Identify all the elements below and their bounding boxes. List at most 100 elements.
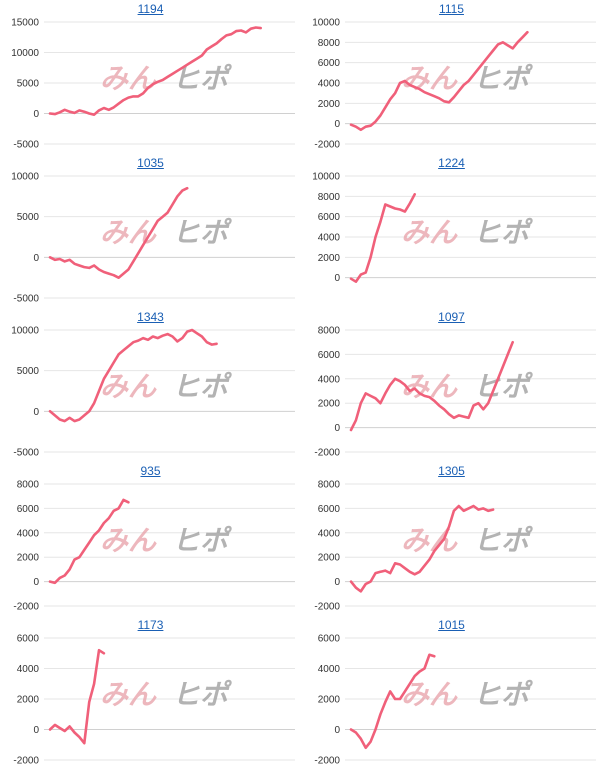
chart-title-link[interactable]: 1343 bbox=[137, 310, 164, 324]
svg-text:ヒポ: ヒポ bbox=[172, 62, 232, 95]
y-tick-label: 5000 bbox=[17, 79, 40, 90]
y-tick-label: 0 bbox=[33, 725, 39, 736]
chart-title-link[interactable]: 1305 bbox=[438, 464, 465, 478]
svg-text:みん: みん bbox=[100, 370, 157, 403]
y-tick-label: 10000 bbox=[312, 18, 340, 29]
y-tick-label: 0 bbox=[33, 109, 39, 120]
series-line bbox=[48, 26, 263, 116]
chart-title-link[interactable]: 1173 bbox=[137, 618, 164, 632]
series-line bbox=[48, 328, 218, 423]
y-tick-label: 0 bbox=[334, 273, 340, 284]
chart-title-link[interactable]: 1035 bbox=[137, 156, 164, 170]
y-tick-label: 6000 bbox=[17, 634, 40, 645]
y-tick-label: -2000 bbox=[314, 756, 340, 767]
y-tick-label: -2000 bbox=[13, 756, 39, 767]
chart-title-link[interactable]: 1224 bbox=[438, 156, 465, 170]
series-line bbox=[349, 192, 416, 283]
svg-text:ヒポ: ヒポ bbox=[473, 524, 533, 557]
watermark-logo: みん ヒポ bbox=[401, 216, 533, 249]
svg-text:ヒポ: ヒポ bbox=[473, 216, 533, 249]
y-tick-label: 4000 bbox=[318, 528, 341, 539]
series-line bbox=[48, 498, 130, 585]
y-tick-label: 0 bbox=[334, 577, 340, 588]
chart-panel: 1115 -2000 0 2000 4000 6000 8000 10000 みん ヒポ bbox=[301, 0, 602, 154]
y-tick-label: 0 bbox=[334, 423, 340, 434]
y-tick-label: 5000 bbox=[17, 366, 40, 377]
series-line bbox=[349, 653, 436, 750]
line-chart: -2000 0 2000 4000 6000 みん ヒポ bbox=[13, 634, 295, 767]
y-tick-label: 6000 bbox=[318, 212, 341, 223]
line-chart: -2000 0 2000 4000 6000 8000 10000 みん ヒポ bbox=[312, 18, 596, 151]
y-tick-label: 2000 bbox=[318, 399, 341, 410]
svg-text:みん: みん bbox=[401, 216, 458, 249]
watermark-logo: みん ヒポ bbox=[100, 678, 232, 711]
line-chart: -2000 0 2000 4000 6000 8000 みん ヒポ bbox=[314, 480, 596, 613]
line-chart: -5000 0 5000 10000 みん ヒポ bbox=[11, 326, 295, 459]
watermark-logo: みん ヒポ bbox=[401, 370, 533, 403]
y-tick-label: 4000 bbox=[318, 374, 341, 385]
y-tick-label: 10000 bbox=[11, 172, 39, 183]
y-tick-label: 4000 bbox=[318, 664, 341, 675]
chart-title-link[interactable]: 1015 bbox=[438, 618, 465, 632]
svg-text:みん: みん bbox=[100, 62, 157, 95]
watermark-logo: みん ヒポ bbox=[100, 370, 232, 403]
y-tick-label: -2000 bbox=[13, 602, 39, 613]
y-tick-label: 6000 bbox=[318, 350, 341, 361]
series-line bbox=[349, 30, 529, 132]
watermark-logo: みん ヒポ bbox=[401, 62, 533, 95]
chart-panel: 1343 -5000 0 5000 10000 みん ヒポ bbox=[0, 308, 301, 462]
chart-panel: 1194 -5000 0 5000 10000 15000 みん ヒポ bbox=[0, 0, 301, 154]
line-chart: -5000 0 5000 10000 15000 みん ヒポ bbox=[11, 18, 295, 151]
series-line bbox=[48, 648, 106, 745]
line-chart: -2000 0 2000 4000 6000 8000 みん ヒポ bbox=[13, 480, 295, 613]
y-tick-label: 6000 bbox=[318, 58, 341, 69]
svg-text:ヒポ: ヒポ bbox=[172, 678, 232, 711]
y-tick-label: 4000 bbox=[17, 528, 40, 539]
y-tick-label: -5000 bbox=[13, 294, 39, 305]
y-tick-label: -2000 bbox=[314, 448, 340, 459]
y-tick-label: 8000 bbox=[318, 192, 341, 203]
y-tick-label: 0 bbox=[33, 577, 39, 588]
line-chart: -5000 0 5000 10000 みん ヒポ bbox=[11, 172, 295, 305]
y-tick-label: 10000 bbox=[11, 326, 39, 337]
y-tick-label: 6000 bbox=[318, 634, 341, 645]
watermark-logo: みん ヒポ bbox=[401, 678, 533, 711]
y-tick-label: 4000 bbox=[17, 664, 40, 675]
chart-title-link[interactable]: 1115 bbox=[439, 2, 464, 16]
watermark-logo: みん ヒポ bbox=[401, 524, 533, 557]
chart-panel: 1224 0 2000 4000 6000 8000 10000 みん ヒポ bbox=[301, 154, 602, 308]
y-tick-label: 2000 bbox=[318, 99, 341, 110]
y-tick-label: 2000 bbox=[17, 553, 40, 564]
y-tick-label: 2000 bbox=[318, 253, 341, 264]
y-tick-label: 8000 bbox=[318, 326, 341, 337]
y-tick-label: 6000 bbox=[17, 504, 40, 515]
y-tick-label: 8000 bbox=[17, 480, 40, 491]
svg-text:ヒポ: ヒポ bbox=[172, 216, 232, 249]
svg-text:ヒポ: ヒポ bbox=[473, 678, 533, 711]
line-chart: -2000 0 2000 4000 6000 みん ヒポ bbox=[314, 634, 596, 767]
svg-text:ヒポ: ヒポ bbox=[172, 524, 232, 557]
series-line bbox=[349, 504, 495, 593]
watermark-logo: みん ヒポ bbox=[100, 216, 232, 249]
y-tick-label: 10000 bbox=[11, 48, 39, 59]
svg-text:みん: みん bbox=[100, 524, 157, 557]
chart-panel: 1015 -2000 0 2000 4000 6000 みん ヒポ bbox=[301, 616, 602, 770]
svg-text:ヒポ: ヒポ bbox=[172, 370, 232, 403]
y-tick-label: 2000 bbox=[318, 553, 341, 564]
y-tick-label: 8000 bbox=[318, 38, 341, 49]
svg-text:みん: みん bbox=[401, 62, 458, 95]
y-tick-label: 0 bbox=[33, 407, 39, 418]
svg-text:ヒポ: ヒポ bbox=[473, 62, 533, 95]
line-chart: 0 2000 4000 6000 8000 10000 みん ヒポ bbox=[312, 172, 596, 284]
chart-title-link[interactable]: 1194 bbox=[137, 2, 164, 16]
y-tick-label: 8000 bbox=[318, 480, 341, 491]
y-tick-label: 0 bbox=[33, 253, 39, 264]
y-tick-label: 2000 bbox=[318, 695, 341, 706]
y-tick-label: 2000 bbox=[17, 695, 40, 706]
chart-title-link[interactable]: 935 bbox=[140, 464, 161, 478]
y-tick-label: 15000 bbox=[11, 18, 39, 29]
series-line bbox=[349, 340, 514, 432]
svg-text:みん: みん bbox=[100, 216, 157, 249]
chart-title-link[interactable]: 1097 bbox=[438, 310, 465, 324]
y-tick-label: 5000 bbox=[17, 212, 40, 223]
